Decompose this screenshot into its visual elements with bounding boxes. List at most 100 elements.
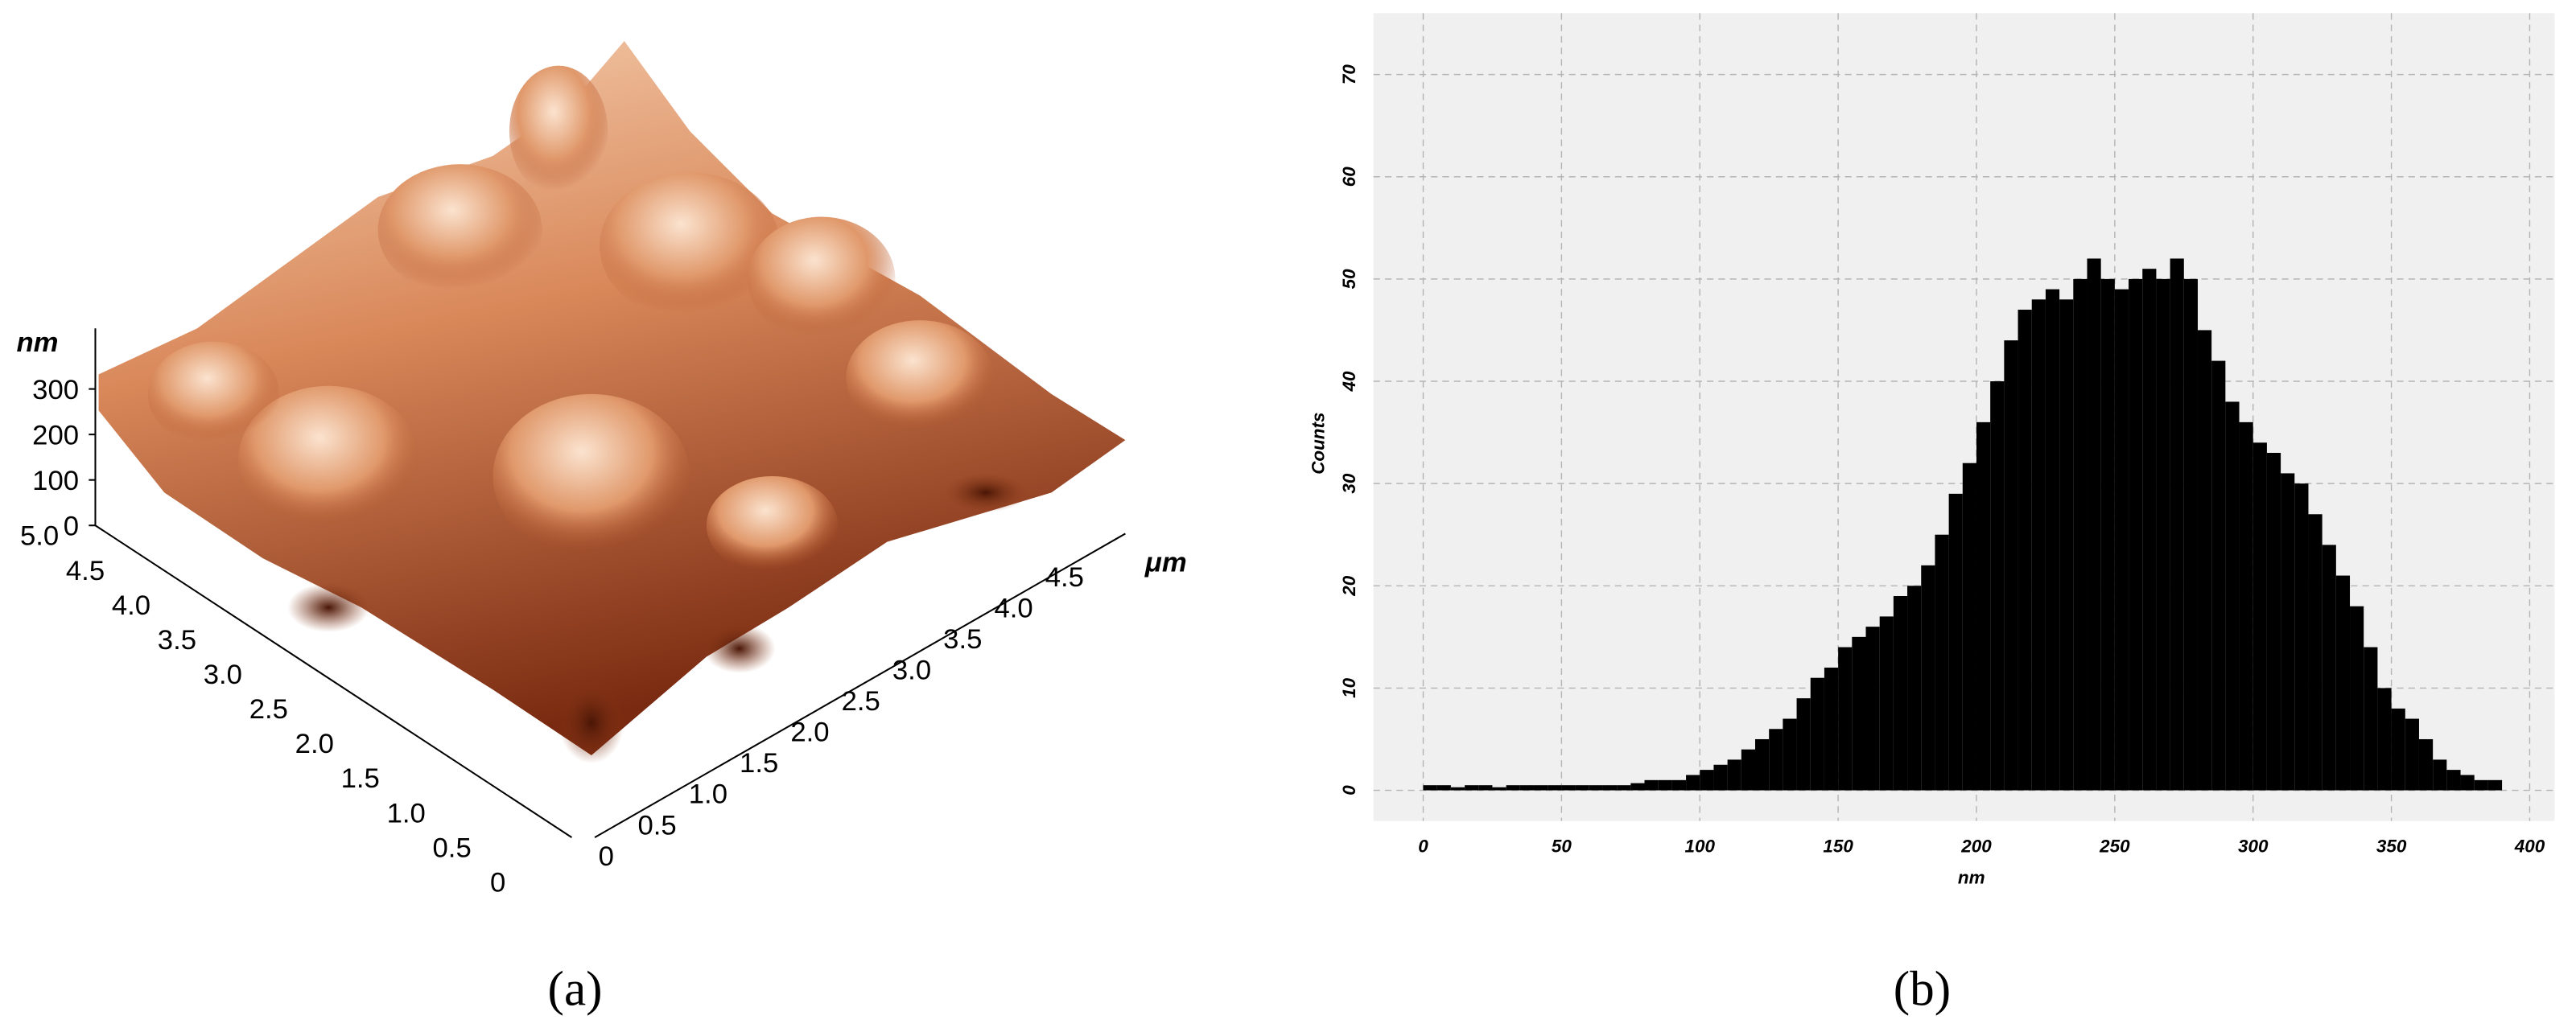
bar	[2197, 330, 2212, 791]
y-tick-label: 4.5	[66, 556, 105, 586]
y-tick-label: 50	[1339, 269, 1359, 289]
y-tick-label: 1.0	[387, 798, 426, 828]
y-tick-label: 0.5	[433, 833, 472, 863]
y-tick-label: 40	[1339, 371, 1359, 392]
x-tick-label: 3.0	[892, 656, 931, 686]
bar	[2405, 718, 2419, 791]
bar	[1617, 785, 1631, 791]
bar	[2183, 278, 2198, 791]
y-axis	[94, 524, 573, 838]
bar	[1686, 775, 1700, 791]
x-tick-label: 250	[2099, 836, 2130, 856]
bar	[2335, 575, 2351, 791]
x-tick-label: 0	[599, 841, 614, 872]
surface-render	[98, 41, 1126, 764]
y-tick-label: 0	[1339, 785, 1359, 796]
x-tick-label: 0.5	[637, 810, 676, 841]
bar	[2142, 269, 2157, 791]
bar	[1948, 493, 1963, 791]
x-tick-label: 50	[1552, 836, 1572, 856]
x-axis	[594, 532, 1126, 838]
y-tick-label: 2.5	[249, 694, 288, 725]
y-tick-label: 0	[490, 867, 505, 898]
bar	[2170, 258, 2184, 791]
bar	[1492, 787, 1506, 791]
x-tick-label: 400	[2514, 836, 2545, 856]
x-tick-label: 1.0	[689, 779, 727, 810]
bar	[1893, 595, 1908, 791]
bar	[1727, 759, 1741, 791]
y-tick-label: 4.0	[112, 590, 150, 621]
bar	[2100, 278, 2115, 791]
bar	[2433, 759, 2447, 791]
xy-axis-label: μm	[1144, 547, 1187, 578]
bar	[2059, 299, 2074, 791]
bar	[1865, 627, 1880, 791]
x-tick-label: 100	[1685, 836, 1716, 856]
bar	[1575, 785, 1589, 791]
bar	[1644, 779, 1659, 791]
z-tick-label: 200	[32, 420, 79, 450]
y-tick-label: 60	[1339, 167, 1359, 187]
bar	[1852, 636, 1866, 791]
bar	[1506, 785, 1520, 791]
bar	[2211, 360, 2226, 791]
bar	[1976, 421, 1991, 791]
bar	[1436, 785, 1451, 791]
panel-label: (a)	[548, 961, 603, 1016]
x-axis-label: nm	[1958, 867, 1985, 887]
y-tick-label: 30	[1339, 473, 1359, 493]
x-tick-label: 2.5	[842, 686, 880, 717]
x-tick-label: 2.0	[790, 717, 829, 748]
bar	[1921, 565, 1935, 791]
y-tick-label: 70	[1339, 64, 1359, 84]
z-tick-label: 0	[64, 511, 79, 541]
bar	[2474, 779, 2488, 791]
bar	[1962, 463, 1976, 791]
bar	[1700, 770, 1714, 791]
bar	[2087, 258, 2101, 791]
bar	[1755, 738, 1770, 791]
y-tick-label: 20	[1339, 575, 1359, 596]
bar	[1589, 785, 1603, 791]
bar	[2045, 289, 2060, 791]
bar	[1671, 779, 1687, 791]
y-axis-label: Counts	[1308, 413, 1328, 475]
bar	[1783, 718, 1797, 791]
x-tick-label: 350	[2376, 836, 2407, 856]
bar	[2225, 401, 2240, 791]
bar	[2308, 514, 2323, 791]
bar	[2073, 278, 2088, 791]
bar	[2364, 647, 2378, 791]
x-tick-label: 3.5	[943, 624, 982, 655]
bar	[1602, 785, 1618, 791]
x-tick-label: 4.5	[1045, 562, 1084, 593]
bar	[2252, 442, 2267, 791]
bar	[1658, 779, 1672, 791]
bar	[1907, 586, 1922, 791]
bar	[2266, 453, 2281, 791]
bar	[2031, 299, 2046, 791]
bar	[2294, 483, 2309, 791]
bar	[2446, 770, 2461, 791]
y-tick-label: 10	[1339, 677, 1359, 697]
bar	[2004, 340, 2018, 791]
x-tick-label: 1.5	[740, 748, 778, 779]
bar	[2114, 289, 2129, 791]
bar	[1713, 764, 1728, 791]
bar	[1810, 677, 1824, 791]
bar	[1990, 381, 2005, 791]
bar	[2391, 708, 2405, 791]
bar	[1935, 534, 1949, 791]
bar	[2350, 606, 2364, 791]
bar	[1548, 785, 1562, 791]
bar	[2018, 310, 2032, 791]
bar	[1824, 667, 1839, 791]
x-tick-label: 150	[1823, 836, 1853, 856]
z-tick-label: 300	[32, 375, 79, 405]
x-tick-label: 0	[1418, 836, 1428, 856]
y-tick-label: 3.5	[158, 625, 196, 656]
bar	[2129, 278, 2143, 791]
z-tick-label: 100	[32, 466, 79, 496]
y-tick-label: 3.0	[204, 660, 242, 690]
